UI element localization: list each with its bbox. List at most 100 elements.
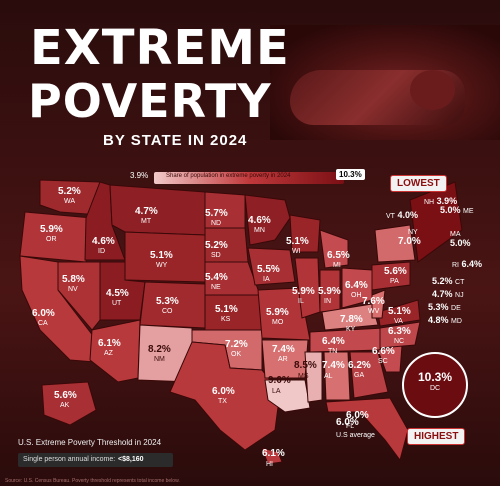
dc-abbr: DC: [429, 385, 441, 392]
state-abbr-ok: OK: [231, 351, 241, 358]
state-value-va: 5.1%: [388, 306, 411, 317]
state-value-pa: 5.6%: [384, 266, 407, 277]
state-NV: [57, 261, 101, 331]
state-abbr-mt: MT: [141, 218, 152, 225]
figure-head: [410, 70, 455, 110]
us-average-callout: 6.0% U.S average: [336, 412, 375, 439]
state-abbr-oh: OH: [351, 292, 362, 299]
state-value-ms: 8.5%: [294, 360, 317, 371]
ne-label-nj: 4.7% NJ: [432, 289, 464, 299]
source-note: Source: U.S. Census Bureau. Poverty thre…: [5, 478, 180, 484]
state-value-sd: 5.2%: [205, 240, 228, 251]
state-value-mi: 6.5%: [327, 250, 350, 261]
state-abbr-ut: UT: [112, 300, 122, 307]
state-PA: [371, 261, 411, 291]
state-HI: [261, 447, 283, 465]
state-AK: [41, 381, 97, 426]
title-line2: POVERTY: [28, 74, 272, 128]
state-MI: [319, 229, 349, 269]
state-value-ia: 5.5%: [257, 264, 280, 275]
state-value-mn: 4.6%: [248, 215, 271, 226]
state-abbr-ga: GA: [354, 372, 364, 379]
ne-label-ri: RI 6.4%: [452, 259, 483, 269]
dc-highlight-circle: 10.3% DC: [402, 352, 468, 418]
state-value-il: 5.9%: [292, 286, 315, 297]
state-abbr-nd: ND: [211, 220, 221, 227]
threshold-heading: U.S. Extreme Poverty Threshold in 2024: [18, 438, 162, 447]
ne-label-nh: NH 3.9%: [424, 196, 458, 206]
ne-label-md: 4.8% MD: [428, 315, 462, 325]
state-NC: [379, 321, 421, 349]
state-abbr-ky: KY: [346, 326, 356, 333]
legend-gradient-bar: [154, 172, 344, 184]
legend-caption: Share of population in extreme poverty i…: [166, 173, 291, 179]
us-average-value: 6.0%: [336, 417, 359, 428]
subtitle: BY STATE IN 2024: [103, 132, 248, 149]
state-abbr-tn: TN: [328, 348, 337, 355]
state-NE-region: [409, 181, 463, 263]
state-abbr-wv: WV: [368, 308, 380, 315]
state-AR: [261, 339, 309, 379]
state-abbr-id: ID: [98, 248, 105, 255]
state-abbr-tx: TX: [218, 398, 227, 405]
state-MS: [304, 351, 323, 403]
state-abbr-az: AZ: [104, 350, 114, 357]
state-abbr-ia: IA: [263, 276, 270, 283]
state-value-ak: 5.6%: [54, 390, 77, 401]
homeless-person-photo: [270, 25, 500, 140]
state-abbr-mn: MN: [254, 227, 265, 234]
state-abbr-al: AL: [324, 373, 333, 380]
ne-label-de: 5.3% DE: [428, 302, 461, 312]
state-value-ny: 7.0%: [398, 236, 421, 247]
state-value-ut: 4.5%: [106, 288, 129, 299]
state-LA: [264, 379, 311, 413]
state-WA: [39, 179, 101, 216]
state-abbr-sd: SD: [211, 252, 221, 259]
state-value-al: 7.4%: [322, 360, 345, 371]
state-value-hi: 6.1%: [262, 448, 285, 459]
dc-value: 10.3%: [417, 370, 453, 384]
state-abbr-mo: MO: [272, 319, 284, 326]
threshold-key: Single person annual income:: [23, 456, 116, 463]
state-abbr-pa: PA: [390, 278, 399, 285]
highest-tag: HIGHEST: [407, 428, 466, 445]
state-value-ar: 7.4%: [272, 344, 295, 355]
state-value-mt: 4.7%: [135, 206, 158, 217]
state-VA: [377, 299, 421, 327]
state-abbr-nv: NV: [68, 286, 78, 293]
title-line1: EXTREME: [30, 20, 290, 76]
state-abbr-la: LA: [272, 388, 281, 395]
state-value-or: 5.9%: [40, 224, 63, 235]
ne-label-ma: MA 5.0%: [450, 231, 471, 248]
state-value-id: 4.6%: [92, 236, 115, 247]
state-abbr-fl: FL: [346, 423, 354, 430]
state-value-sc: 6.6%: [372, 346, 395, 357]
state-abbr-wy: WY: [156, 262, 168, 269]
state-value-wa: 5.2%: [58, 186, 81, 197]
legend-max: 10.3%: [336, 169, 365, 180]
state-value-mo: 5.9%: [266, 307, 289, 318]
state-abbr-ar: AR: [278, 356, 288, 363]
state-NY: [374, 224, 416, 263]
state-abbr-ak: AK: [60, 402, 70, 409]
state-MN: [244, 194, 291, 246]
state-value-az: 6.1%: [98, 338, 121, 349]
state-abbr-hi: HI: [266, 461, 273, 468]
state-value-tn: 6.4%: [322, 336, 345, 347]
state-value-ky: 7.8%: [340, 314, 363, 325]
state-GA: [349, 351, 389, 399]
state-value-ok: 7.2%: [225, 339, 248, 350]
state-abbr-va: VA: [394, 318, 403, 325]
state-value-wi: 5.1%: [286, 236, 309, 247]
state-FL: [325, 397, 409, 462]
state-abbr-or: OR: [46, 236, 57, 243]
state-value-co: 5.3%: [156, 296, 179, 307]
state-value-oh: 6.4%: [345, 280, 368, 291]
state-IA: [247, 247, 296, 286]
state-abbr-ny: NY: [408, 229, 418, 236]
threshold-box: U.S. Extreme Poverty Threshold in 2024 S…: [18, 438, 173, 467]
state-abbr-nm: NM: [154, 356, 165, 363]
state-value-ca: 6.0%: [32, 308, 55, 319]
